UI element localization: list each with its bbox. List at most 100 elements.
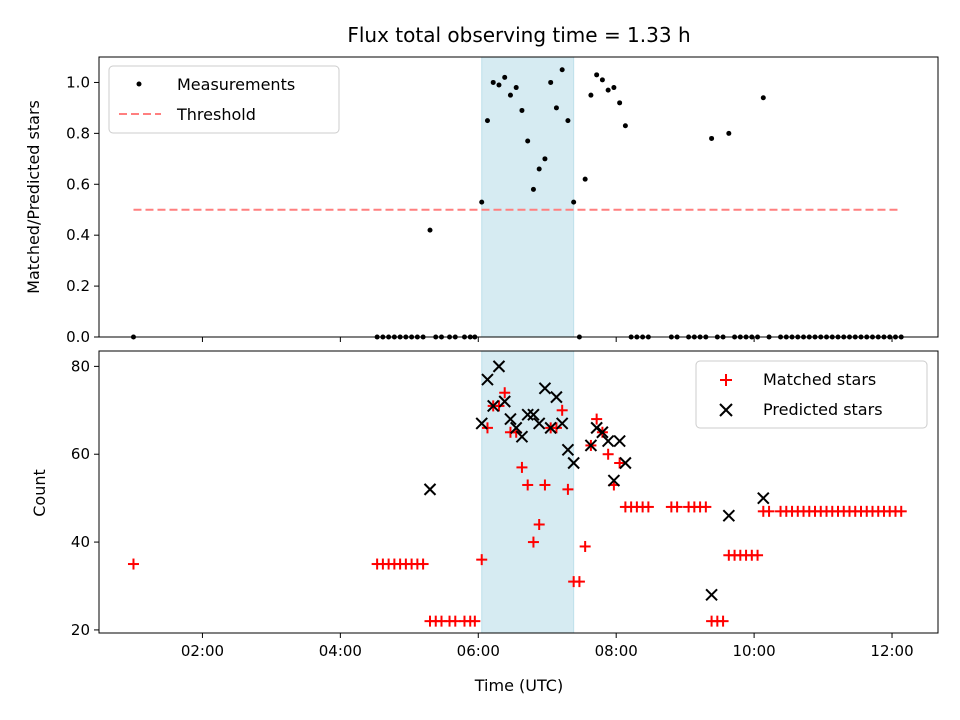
predicted-star-point xyxy=(596,426,609,439)
legend-label-measurements: Measurements xyxy=(177,75,295,94)
y-tick-label: 40 xyxy=(71,533,90,551)
x-axis-label: Time (UTC) xyxy=(474,676,563,695)
measurement-point xyxy=(571,199,577,205)
measurement-point xyxy=(479,199,485,205)
matched-star-point xyxy=(763,505,775,517)
predicted-star-point xyxy=(601,434,615,448)
matched-star-point xyxy=(516,461,528,473)
bottom-x-ticks: 02:00 04:00 06:00 08:00 10:00 12:00 xyxy=(181,633,914,660)
x-tick-label: 12:00 xyxy=(870,642,913,660)
measurement-point xyxy=(530,186,536,192)
measurement-point xyxy=(542,156,548,162)
matched-star-point xyxy=(895,505,907,517)
measurement-point xyxy=(605,87,611,93)
x-tick-label: 08:00 xyxy=(595,642,638,660)
predicted-star-point xyxy=(544,421,557,435)
legend-label-matched-stars: Matched stars xyxy=(763,370,876,389)
y-tick-label: 0.8 xyxy=(66,124,90,142)
matched-star-point xyxy=(522,479,534,491)
measurement-point xyxy=(599,77,605,83)
predicted-star-point xyxy=(561,443,575,457)
measurement-point xyxy=(760,95,766,101)
observing-window-span xyxy=(481,56,575,338)
y-tick-label: 0.4 xyxy=(66,226,90,244)
matched-star-point xyxy=(527,536,539,548)
matched-star-point xyxy=(671,501,683,513)
measurement-point xyxy=(622,123,628,129)
top-shaded-span xyxy=(481,56,575,338)
matched-star-point xyxy=(556,404,568,416)
matched-star-point xyxy=(539,479,551,491)
top-x-ticks xyxy=(201,337,893,342)
measurement-point xyxy=(726,130,732,136)
bottom-axes-frame xyxy=(98,350,939,634)
top-y-ticks: 0.0 0.2 0.4 0.6 0.8 1.0 xyxy=(66,73,99,346)
matched-star-point xyxy=(614,457,626,469)
measurement-point xyxy=(548,79,554,85)
predicted-stars-points xyxy=(423,360,770,601)
measurement-point xyxy=(507,92,513,98)
measurement-point xyxy=(553,105,559,111)
matched-star-point xyxy=(602,448,614,460)
measurement-point xyxy=(582,176,588,182)
predicted-star-point xyxy=(550,390,563,404)
top-legend-box xyxy=(108,65,340,134)
matched-star-point xyxy=(499,387,511,399)
matched-star-point xyxy=(533,519,545,531)
predicted-star-point xyxy=(757,491,770,505)
predicted-star-point xyxy=(515,430,529,443)
predicted-star-point xyxy=(521,408,534,421)
matched-star-point xyxy=(562,483,574,495)
measurement-point xyxy=(513,85,519,91)
y-tick-label: 80 xyxy=(71,357,90,375)
measurement-point xyxy=(709,135,715,141)
matched-star-point xyxy=(469,615,481,627)
y-tick-label: 1.0 xyxy=(66,73,90,91)
predicted-star-point xyxy=(555,417,569,430)
predicted-star-point xyxy=(613,434,626,448)
predicted-star-point xyxy=(532,417,546,430)
predicted-star-point xyxy=(498,395,511,408)
predicted-star-point xyxy=(492,360,506,373)
predicted-star-point xyxy=(705,588,718,601)
predicted-star-point xyxy=(504,412,517,426)
predicted-star-point xyxy=(509,421,523,435)
measurement-point xyxy=(490,79,496,85)
legend-marker-measurements xyxy=(136,81,142,87)
y-tick-label: 60 xyxy=(71,445,90,463)
y-tick-label: 0.0 xyxy=(66,328,90,346)
matched-star-point xyxy=(417,558,429,570)
predicted-star-point xyxy=(527,408,540,421)
predicted-star-point xyxy=(607,474,621,487)
bottom-legend: Matched stars Predicted stars xyxy=(695,360,928,429)
measurement-point xyxy=(611,85,617,91)
matched-star-point xyxy=(591,413,603,425)
measurement-point xyxy=(427,227,433,233)
predicted-star-point xyxy=(722,509,736,522)
legend-label-predicted-stars: Predicted stars xyxy=(763,400,883,419)
measurement-point xyxy=(502,74,508,80)
chart-title: Flux total observing time = 1.33 h xyxy=(347,23,690,47)
measurement-point xyxy=(525,138,531,144)
y-tick-label: 0.6 xyxy=(66,175,90,193)
bottom-y-axis-label: Count xyxy=(30,469,49,517)
bottom-y-ticks: 20 40 60 80 xyxy=(71,357,99,639)
predicted-star-point xyxy=(567,456,580,470)
matched-star-point xyxy=(573,576,585,588)
predicted-star-point xyxy=(481,373,494,386)
predicted-star-point xyxy=(423,483,437,496)
measurement-point xyxy=(536,166,542,172)
predicted-star-point xyxy=(487,399,500,413)
top-y-axis-label: Matched/Predicted stars xyxy=(24,100,43,294)
measurement-point xyxy=(519,107,525,113)
measurement-point xyxy=(594,72,600,78)
bottom-legend-box xyxy=(695,360,928,429)
top-axes-frame xyxy=(98,56,939,338)
x-tick-label: 02:00 xyxy=(181,642,224,660)
legend-marker-predicted-stars xyxy=(719,403,733,417)
predicted-star-point xyxy=(584,439,598,452)
measurement-point xyxy=(496,82,502,88)
legend-marker-matched-stars xyxy=(720,374,732,386)
x-tick-label: 06:00 xyxy=(457,642,500,660)
